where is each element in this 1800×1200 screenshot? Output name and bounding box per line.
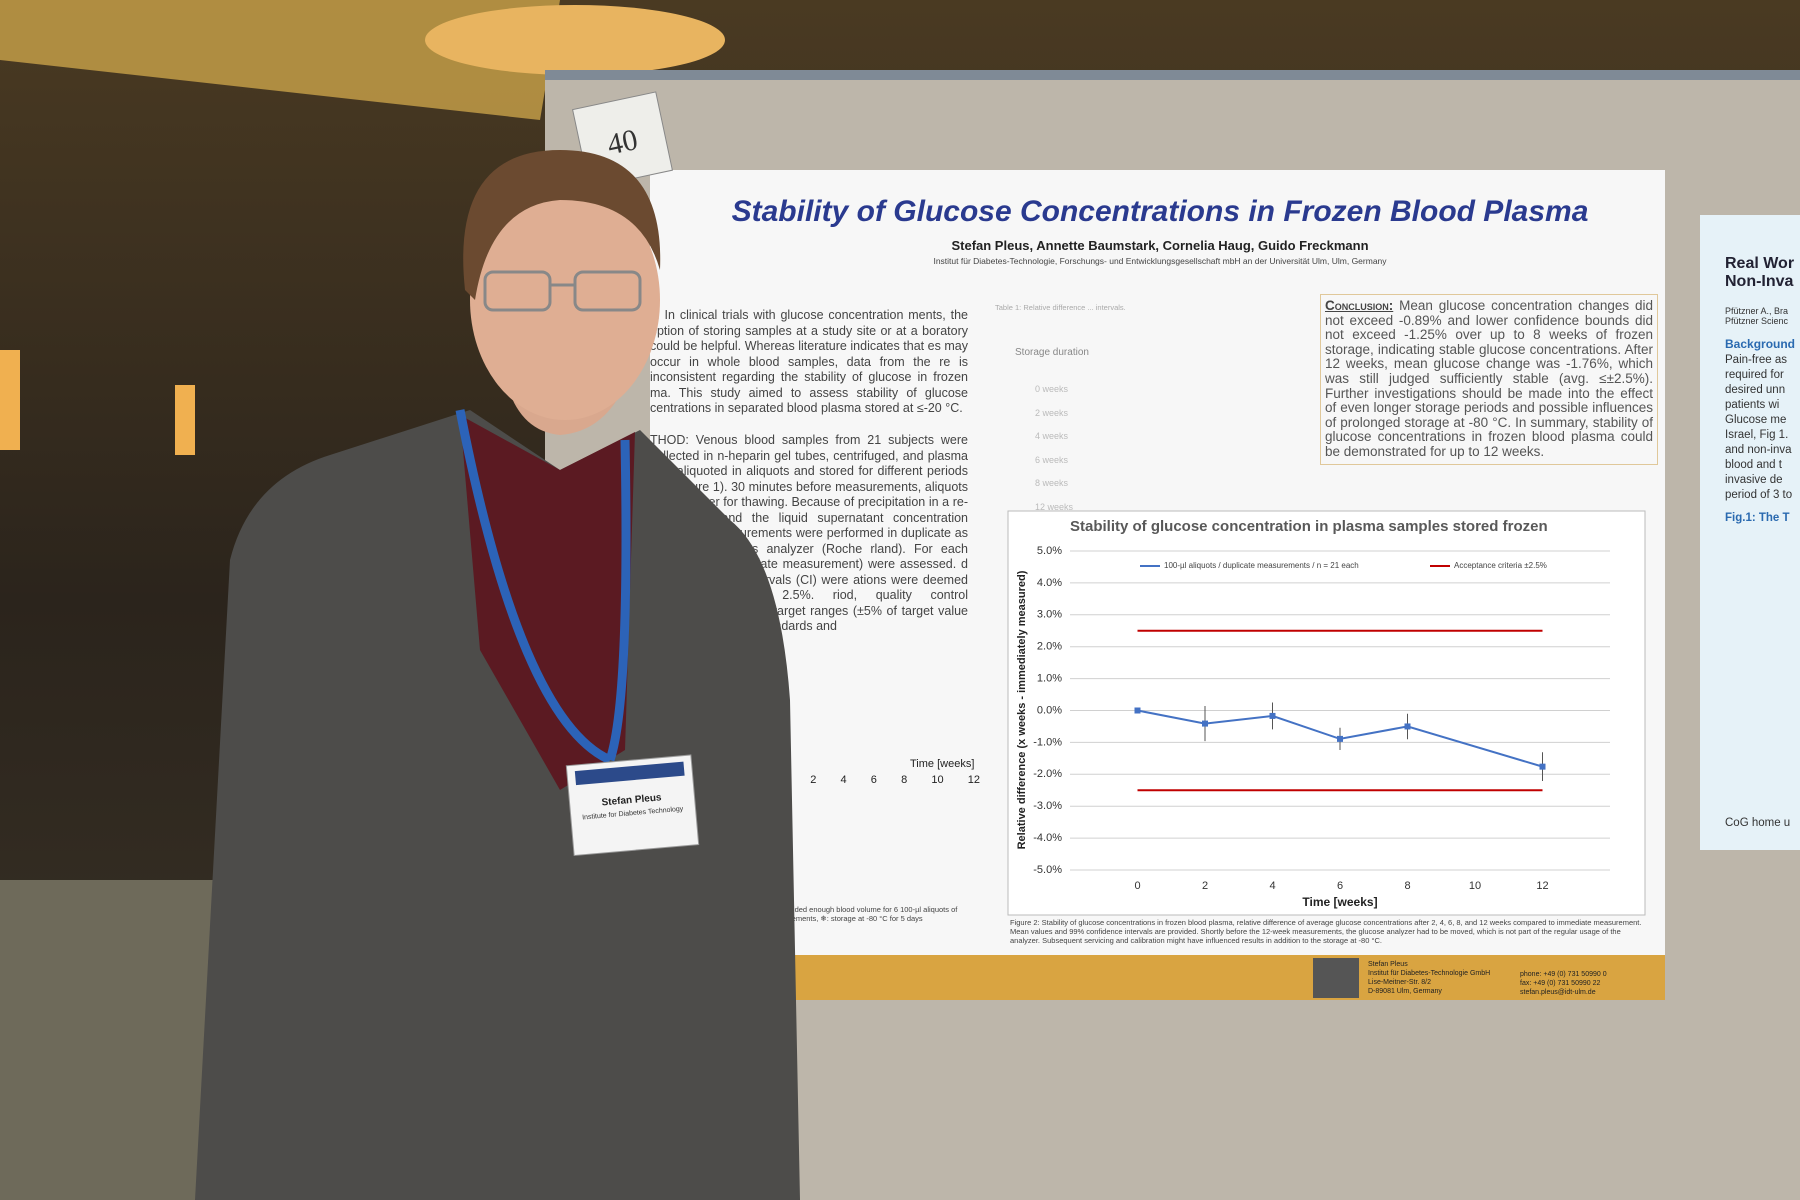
x-tick-label: 10 [1469,880,1481,892]
chart-title: Stability of glucose concentration in pl… [1070,518,1548,535]
contact: Stefan Pleus Institut für Diabetes-Techno… [1368,960,1490,996]
email: stefan.pleus@idt-ulm.de [1520,989,1596,996]
x-tick-label: 2 [1202,880,1208,892]
y-tick-label: 1.0% [1037,673,1062,685]
timeline-note: ovided enough blood volume for 6 100-µl … [785,905,958,923]
timeline-tick: 12 [967,774,980,786]
data-point [1404,723,1411,730]
poster-footer [780,955,1665,1000]
right-poster-text: Pain-free as required for desired unn pa… [1725,354,1793,501]
poster-title: Stability of Glucose Concentrations in F… [731,195,1589,228]
y-tick-label: 4.0% [1037,577,1062,589]
table-row: 2 weeks [1035,407,1069,418]
contact-line: Stefan Pleus [1368,961,1408,968]
right-poster-authors: Pfützner A., Bra Pfützner Scienc [1725,306,1789,326]
phone: phone: +49 (0) 731 50990 0 [1520,971,1607,978]
y-tick-label: -1.0% [1033,736,1062,748]
chart-frame [1007,510,1646,916]
y-tick-label: 0.0% [1037,704,1062,716]
lanyard [455,409,631,765]
y-tick-label: -4.0% [1033,832,1062,844]
x-tick-label: 6 [1337,880,1343,892]
x-tick-label: 12 [1536,880,1548,892]
y-axis-label: Relative difference (x weeks - immediate… [1016,570,1028,849]
right-poster-footer: CoG home u [1725,817,1791,829]
badge-name: Stefan Pleus [601,792,662,808]
y-tick-label: 2.0% [1037,641,1062,653]
contact-numbers: phone: +49 (0) 731 50990 0 fax: +49 (0) 7… [1520,970,1607,997]
ceiling-light [0,0,560,120]
data-point [1134,707,1141,714]
y-tick-label: -2.0% [1033,768,1062,780]
timeline-tick: 8 [901,774,908,786]
fax: fax: +49 (0) 731 50990 22 [1520,980,1601,987]
wall-lamp [175,385,195,455]
timeline-label: Time [weeks] [910,758,975,770]
right-poster-title: Real Wor Non-Inva [1725,255,1795,290]
contact-line: D-89081 Ulm, Germany [1368,988,1442,995]
conclusion-box: Conclusion: Mean glucose concentration c… [1320,294,1658,465]
y-tick-label: -3.0% [1033,800,1062,812]
y-tick-label: 5.0% [1037,545,1062,557]
table-caption: Table 1: Relative difference ... interva… [995,303,1126,312]
timeline-tick: 2 [810,774,817,786]
conclusion-text: Mean glucose concentration changes did n… [1325,298,1653,459]
affiliation: Institut für Diabetes-Technologie, Forsc… [933,256,1387,266]
series-line [1137,709,1543,768]
chandelier [425,5,725,75]
table-rows: 0 weeks 2 weeks 4 weeks 6 weeks 8 weeks 12 we… [1035,378,1073,519]
contact-line: Lise-Meitner-Str. 8/2 [1368,979,1432,986]
shirt [460,415,635,790]
table-row: 8 weeks [1035,478,1069,488]
y-tick-label: 3.0% [1037,609,1062,621]
intro-text: s: In clinical trials with glucose conce… [650,308,968,415]
qr-code [1313,958,1359,998]
data-point [1269,712,1276,719]
board-frame [545,70,1800,80]
table-row: 12 weeks [1035,501,1074,512]
timeline-tick: 4 [840,774,847,786]
right-poster-section: Background [1725,337,1796,351]
timeline-tick: 10 [931,774,944,786]
authors: Stefan Pleus, Annette Baumstark, Corneli… [951,238,1369,253]
figure-caption: Figure 2: Stability of glucose concentra… [1010,918,1642,945]
face [470,180,660,420]
table-header: Storage duration [1015,347,1089,358]
data-point [1337,735,1343,742]
x-tick-label: 8 [1404,880,1410,892]
y-tick-label: -5.0% [1033,864,1062,876]
table-row: 4 weeks [1035,431,1069,441]
poster-number: 40 [604,123,640,162]
suit [195,410,800,1200]
data-point [1202,720,1208,727]
table-row: 6 weeks [1035,454,1069,465]
badge-band [574,761,685,786]
timeline-tick: 6 [870,774,877,786]
wall-lamp [0,350,20,450]
right-poster [1700,215,1800,850]
carpet [0,880,230,1200]
x-tick-label: 4 [1269,880,1275,892]
x-axis-label: Time [weeks] [1302,895,1377,909]
table-row: 0 weeks [1035,384,1069,394]
legend-label: Acceptance criteria ±2.5% [1454,561,1547,570]
glasses [483,270,642,312]
data-point [1539,763,1546,770]
conclusion-heading: Conclusion: [1325,298,1394,313]
x-tick-label: 0 [1134,880,1140,892]
contact-line: Institut für Diabetes-Technologie GmbH [1368,970,1491,977]
hair [463,150,661,300]
right-poster-figure: Fig.1: The T [1725,512,1790,524]
legend-label: 100-µl aliquots / duplicate measurements… [1164,561,1359,570]
